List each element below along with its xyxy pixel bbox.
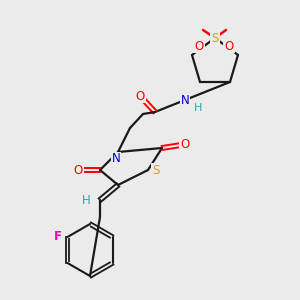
- Text: O: O: [180, 139, 190, 152]
- Text: H: H: [194, 103, 202, 113]
- Text: H: H: [82, 194, 90, 206]
- Text: O: O: [135, 89, 145, 103]
- Text: N: N: [112, 152, 120, 166]
- Text: O: O: [224, 40, 234, 52]
- Text: N: N: [181, 94, 189, 106]
- Text: F: F: [53, 230, 62, 244]
- Text: S: S: [211, 32, 219, 44]
- Text: O: O: [74, 164, 82, 176]
- Text: S: S: [152, 164, 160, 176]
- Text: O: O: [194, 40, 204, 52]
